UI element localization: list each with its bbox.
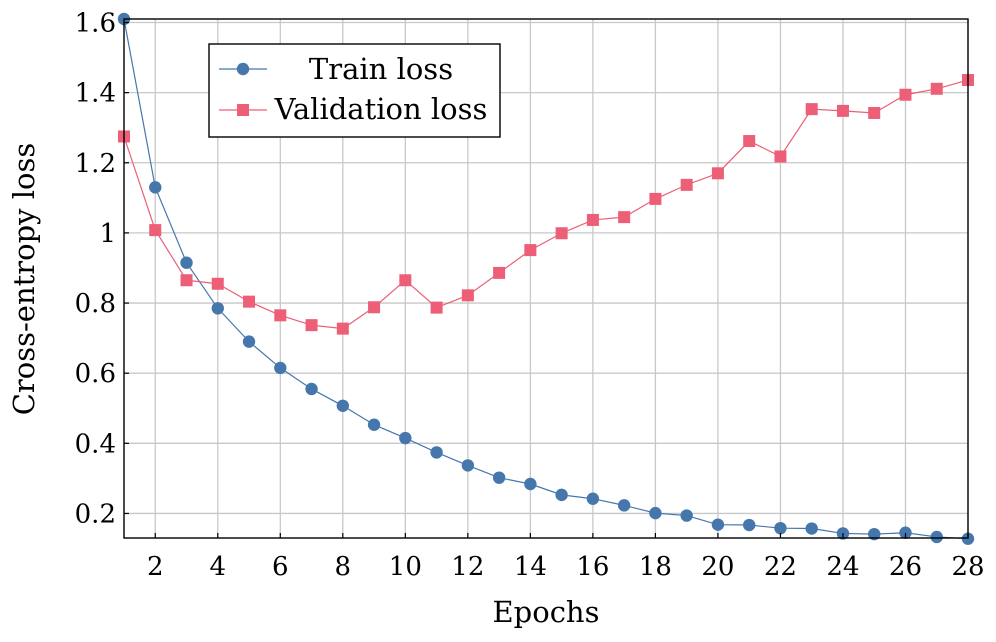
validation-loss-point: [711, 167, 724, 180]
x-tick-label: 14: [514, 552, 547, 582]
train-loss-point: [649, 506, 662, 520]
validation-loss-line: [123, 79, 969, 330]
train-loss-point: [774, 521, 787, 535]
validation-loss-point: [586, 213, 599, 226]
validation-loss-point: [211, 277, 224, 290]
train-loss-point: [711, 518, 725, 531]
validation-loss-point: [649, 192, 662, 205]
x-tick-label: 8: [335, 552, 352, 582]
validation-loss-point: [743, 135, 756, 148]
legend: Train loss Validation loss: [208, 43, 501, 138]
validation-loss-point: [930, 82, 943, 95]
train-loss-point: [617, 499, 631, 512]
x-tick-label: 20: [701, 552, 734, 582]
train-loss-point: [274, 361, 287, 375]
validation-loss-point: [524, 244, 537, 257]
series-layer: [117, 12, 975, 545]
validation-loss-point: [680, 178, 693, 191]
train-loss-point: [305, 382, 318, 396]
validation-loss-point: [618, 211, 631, 224]
train-loss-point: [149, 181, 162, 194]
legend-validation-marker: [237, 104, 249, 116]
x-tick-label: 26: [889, 552, 922, 582]
validation-loss-point: [180, 274, 193, 287]
validation-loss-point: [493, 266, 506, 279]
train-loss-point: [868, 527, 881, 541]
validation-loss-point: [336, 322, 349, 335]
y-tick-label: 1.4: [75, 79, 116, 109]
train-loss-line: [123, 18, 969, 540]
x-tick-label: 10: [389, 552, 422, 582]
train-loss-point: [242, 335, 256, 348]
train-loss-point: [555, 488, 568, 502]
y-tick-label: 1.2: [75, 149, 116, 179]
train-loss-point: [211, 302, 224, 315]
legend-train-label: Train loss: [309, 52, 453, 86]
y-tick-label: 0.6: [75, 359, 116, 389]
train-loss-point: [680, 509, 693, 522]
validation-loss-point: [899, 88, 912, 101]
y-tick-label: 0.4: [75, 429, 116, 459]
validation-loss-point: [305, 319, 318, 332]
legend-train-marker: [236, 62, 250, 76]
legend-box: [208, 43, 501, 138]
train-loss-point: [961, 532, 975, 545]
validation-loss-point: [461, 289, 474, 302]
x-tick-label: 16: [576, 552, 609, 582]
train-loss-point: [742, 518, 756, 532]
x-tick-label: 22: [764, 552, 797, 582]
validation-loss-point: [368, 301, 381, 314]
validation-loss-point: [149, 224, 162, 237]
validation-loss-point: [868, 106, 881, 119]
x-tick-label: 4: [210, 552, 227, 582]
y-tick-label: 1: [99, 219, 116, 249]
validation-loss-point: [399, 274, 412, 287]
validation-loss-point: [774, 150, 787, 163]
validation-loss-point: [274, 309, 287, 322]
train-loss-point: [461, 459, 475, 472]
train-loss-point: [336, 399, 350, 412]
y-tick-label: 1.6: [75, 9, 116, 39]
x-tick-label: 28: [951, 552, 984, 582]
validation-loss-point: [836, 104, 849, 117]
x-tick-label: 12: [451, 552, 484, 582]
legend-validation-label: Validation loss: [274, 92, 488, 126]
train-loss-point: [492, 471, 506, 484]
x-tick-label: 2: [147, 552, 164, 582]
x-tick-label: 6: [272, 552, 289, 582]
train-loss-point: [899, 526, 912, 539]
train-loss-point: [430, 446, 443, 459]
x-tick-label: 18: [639, 552, 672, 582]
validation-loss-point: [243, 295, 256, 308]
train-loss-point: [399, 431, 412, 445]
plot-frame: [123, 18, 969, 539]
train-loss-point: [524, 477, 537, 491]
y-tick-label: 0.8: [75, 289, 116, 319]
tick-labels: 2 4 6 8 10 12 14 16 18 20 22 24 26 280.20.40.60.811.2…: [75, 9, 985, 582]
train-loss-point: [367, 418, 381, 431]
y-tick-label: 0.2: [75, 499, 116, 529]
y-axis-title: Cross-entropy loss: [7, 143, 41, 416]
x-tick-label: 24: [826, 552, 859, 582]
validation-loss-point: [555, 227, 568, 240]
train-loss-point: [586, 492, 600, 505]
validation-loss-point: [805, 103, 818, 116]
x-axis-title: Epochs: [493, 595, 600, 629]
train-loss-point: [805, 522, 818, 535]
train-loss-point: [180, 256, 193, 269]
validation-loss-point: [430, 301, 443, 314]
train-loss-point: [930, 530, 943, 544]
